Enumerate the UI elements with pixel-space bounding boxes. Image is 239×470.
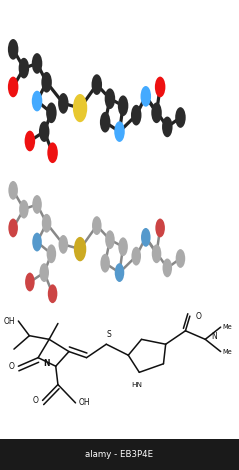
Circle shape [8,219,18,237]
Circle shape [162,117,173,137]
Circle shape [48,284,57,303]
Circle shape [175,107,186,128]
Circle shape [105,230,115,249]
Circle shape [176,249,185,268]
Circle shape [8,181,18,200]
Circle shape [58,93,69,114]
Circle shape [141,86,151,107]
Circle shape [8,39,18,60]
Circle shape [25,273,35,291]
Text: O: O [196,312,201,321]
Circle shape [32,91,42,111]
Circle shape [105,88,115,109]
Circle shape [92,74,102,95]
Circle shape [73,94,87,122]
Circle shape [100,112,110,133]
Circle shape [46,102,57,123]
Circle shape [47,142,58,163]
Circle shape [42,214,51,233]
Circle shape [115,263,124,282]
Circle shape [100,254,110,273]
Circle shape [59,235,68,254]
Circle shape [92,216,102,235]
Circle shape [39,121,49,142]
Circle shape [74,237,86,261]
Text: N: N [211,332,217,341]
Circle shape [151,102,162,123]
Circle shape [141,228,151,247]
Circle shape [152,244,161,263]
Text: O: O [33,396,39,405]
Text: OH: OH [78,399,90,407]
Circle shape [131,105,141,125]
Circle shape [32,195,42,214]
Text: HN: HN [132,382,143,388]
Text: Me: Me [222,324,232,330]
Circle shape [118,237,128,256]
Text: alamy - EB3P4E: alamy - EB3P4E [85,450,154,460]
Circle shape [131,247,141,266]
Circle shape [114,121,125,142]
Circle shape [19,200,29,219]
Circle shape [32,233,42,251]
Text: Me: Me [222,349,232,354]
Text: O: O [9,362,15,371]
Circle shape [155,219,165,237]
Circle shape [8,77,18,97]
Circle shape [25,131,35,151]
Circle shape [39,263,49,282]
Circle shape [32,53,42,74]
Circle shape [47,244,56,263]
Circle shape [118,95,128,116]
Text: OH: OH [4,316,15,326]
Text: S: S [106,330,111,339]
Circle shape [19,58,29,78]
Circle shape [163,258,172,277]
Circle shape [41,72,52,93]
Circle shape [155,77,165,97]
Text: N: N [44,359,50,368]
Bar [0,439,239,470]
